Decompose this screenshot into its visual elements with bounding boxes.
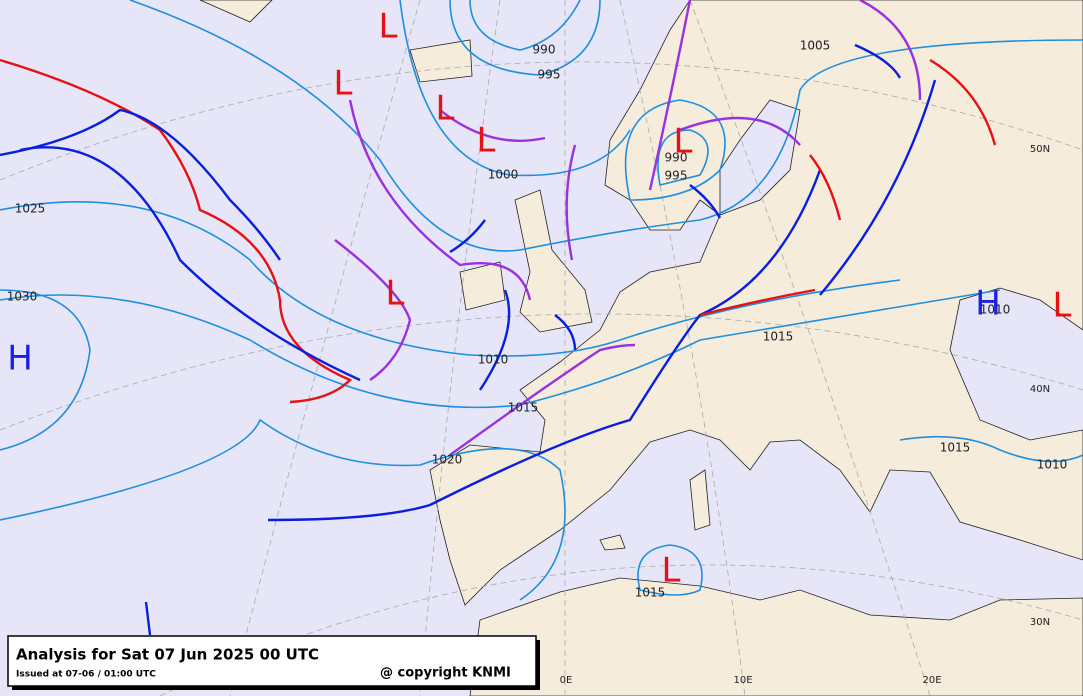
analysis-title: Analysis for Sat 07 Jun 2025 00 UTC	[16, 646, 319, 664]
isobar-label: 1025	[15, 202, 46, 216]
pressure-center: L	[386, 274, 405, 314]
isobar-label: 1030	[7, 290, 38, 304]
grid-label: 40N	[1030, 384, 1050, 395]
isobar-label: 1010	[478, 353, 509, 367]
legend-box: Analysis for Sat 07 Jun 2025 00 UTC Issu…	[7, 635, 540, 690]
pressure-center: L	[334, 64, 353, 104]
copyright: @ copyright KNMI	[380, 666, 511, 681]
grid-label: 0E	[560, 675, 573, 686]
pressure-center: L	[662, 551, 681, 591]
isobar-label: 990	[665, 151, 688, 165]
isobar-label: 995	[538, 68, 561, 82]
isobar-label: 990	[533, 43, 556, 57]
isobar-label: 1005	[800, 39, 831, 53]
pressure-center: H	[975, 284, 1001, 324]
grid-label: 20E	[922, 675, 941, 686]
issued-time: Issued at 07-06 / 01:00 UTC	[16, 670, 156, 680]
isobar-label: 995	[665, 169, 688, 183]
grid-label: 10E	[733, 675, 752, 686]
isobar-label: 1015	[940, 441, 971, 455]
isobar-label: 1010	[980, 303, 1011, 317]
grid-labels: 50N 40N 30N 0E 10E 20E	[560, 144, 1050, 686]
pressure-center: L	[1053, 286, 1072, 326]
pressure-center: L	[436, 89, 455, 129]
grid-label: 30N	[1030, 617, 1050, 628]
isobar-label: 1015	[635, 586, 666, 600]
isobar-labels: 990 995 1000 1005 1025 1030 1010 1015 1020 1015 10…	[7, 39, 1068, 600]
fronts	[0, 0, 997, 636]
grid-label: 50N	[1030, 144, 1050, 155]
pressure-center: H	[7, 339, 33, 379]
isobar-label: 1015	[508, 401, 539, 415]
pressure-center: L	[674, 122, 693, 162]
pressure-center: L	[477, 121, 496, 161]
pressure-center: L	[379, 7, 398, 47]
isobar-label: 1000	[488, 168, 519, 182]
isobar-label: 1010	[1037, 458, 1068, 472]
isobar-label: 1015	[763, 330, 794, 344]
isobar-label: 1020	[432, 453, 463, 467]
